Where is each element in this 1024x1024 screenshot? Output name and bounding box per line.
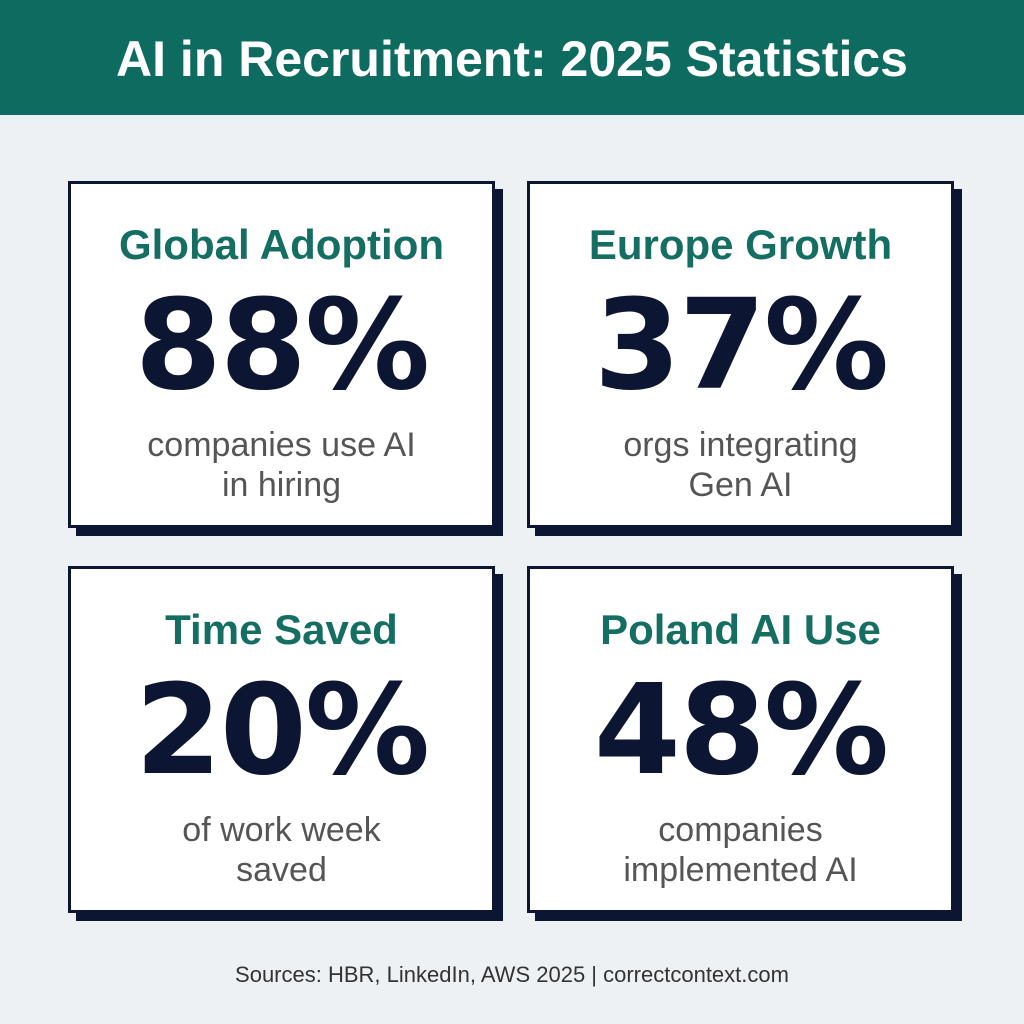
card-title: Europe Growth	[588, 221, 893, 268]
card-title: Time Saved	[165, 606, 398, 653]
stat-description: saved	[236, 851, 327, 889]
header-title: AI in Recruitment: 2025 Statistics	[0, 0, 1024, 115]
stat-value: 48%	[593, 658, 889, 803]
stat-description: companies use AI	[147, 426, 416, 464]
stat-description: implemented AI	[623, 851, 858, 889]
stat-description: of work week	[182, 811, 381, 849]
stat-description: companies	[658, 811, 823, 849]
stat-value: 88%	[134, 273, 430, 418]
card-title: Global Adoption	[118, 221, 445, 268]
stat-description: orgs integrating	[623, 426, 858, 464]
stat-card: Poland AI Use 48% companies implemented AI	[527, 566, 954, 913]
stat-description: in hiring	[221, 466, 342, 504]
stat-value: 37%	[593, 273, 889, 418]
stat-value: 20%	[134, 658, 430, 803]
card-title: Poland AI Use	[600, 606, 881, 653]
stat-card: Time Saved 20% of work week saved	[68, 566, 495, 913]
stat-card: Europe Growth 37% orgs integrating Gen AI	[527, 181, 954, 528]
sources: Sources: HBR, LinkedIn, AWS 2025 | corre…	[235, 962, 789, 987]
stat-card: Global Adoption 88% companies use AI in hir…	[68, 181, 495, 528]
stat-description: Gen AI	[688, 466, 793, 504]
